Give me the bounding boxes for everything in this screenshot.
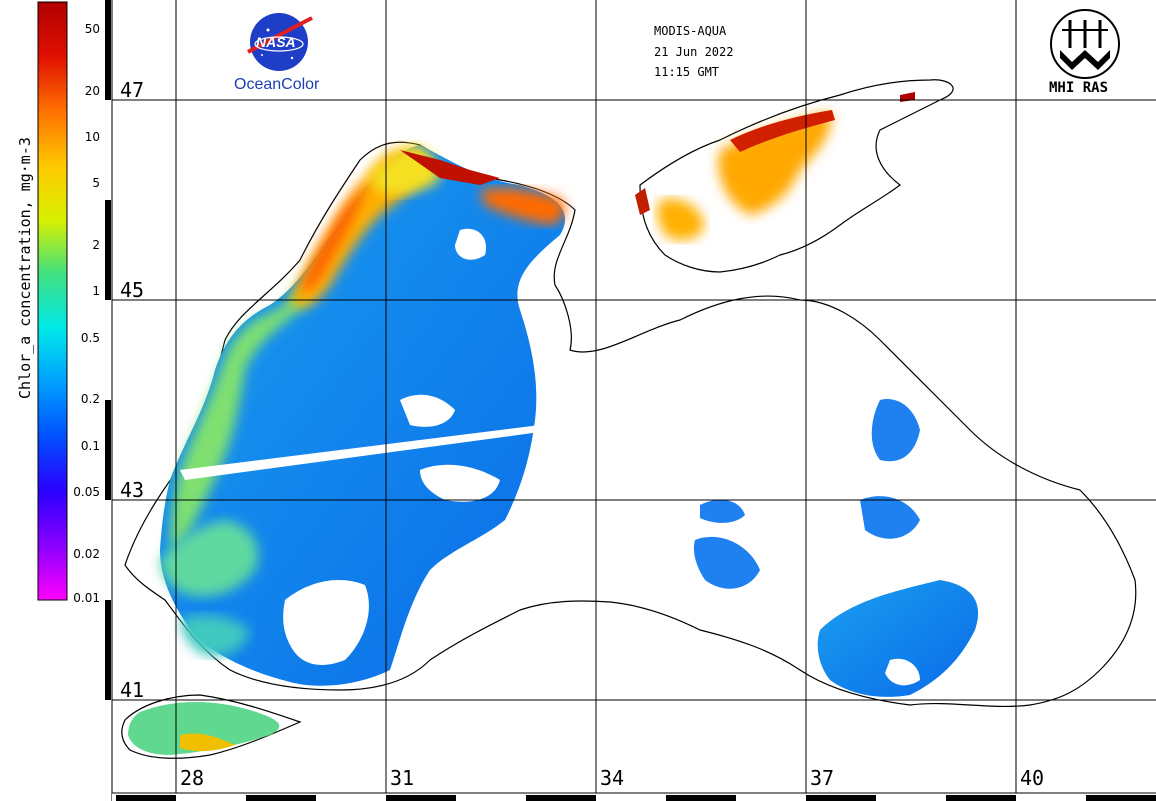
colorbar-tick-10: 0.02 [73,546,100,561]
oceancolor-label: OceanColor [234,76,320,93]
lat-label-47: 47 [120,78,145,102]
time-label: 11:15 GMT [654,65,720,79]
date-label: 21 Jun 2022 [654,45,734,59]
colorbar-tick-5: 1 [92,284,100,299]
mhi-ras-label: MHI RAS [1049,80,1109,96]
colorbar-tick-8: 0.1 [80,438,100,453]
chlorophyll-field-marmara [128,701,280,755]
nasa-logo-text: NASA [256,34,296,50]
lon-label-40: 40 [1020,766,1045,790]
lat-label-41: 41 [120,678,145,702]
graticule [112,0,1156,793]
colorbar-tick-6: 0.5 [80,330,100,345]
colorbar-tick-11: 0.01 [73,591,100,605]
colorbar [37,1,68,601]
colorbar-tick-4: 2 [92,237,100,252]
chlorophyll-field-east [693,399,979,697]
nasa-logo [247,13,313,71]
colorbar-tick-3: 5 [92,176,100,191]
lat-label-43: 43 [120,478,145,502]
lat-label-45: 45 [120,278,145,302]
colorbar-tick-9: 0.05 [73,485,100,500]
bottom-ruler [112,792,1156,801]
left-ruler-ticks [105,0,111,700]
chlorophyll-field-west [160,145,566,686]
lon-label-28: 28 [180,766,205,790]
colorbar-tick-2: 10 [84,130,100,145]
chlorophyll-field-azov [635,92,915,241]
lon-label-34: 34 [600,766,625,790]
colorbar-tick-1: 20 [84,83,100,98]
colorbar-tick-0: 50 [84,22,100,37]
colorbar-title: Chlor_a concentration, mg·m-3 [16,137,34,399]
lon-label-31: 31 [390,766,415,790]
sensor-label: MODIS-AQUA [654,24,727,38]
colorbar-tick-7: 0.2 [80,392,100,407]
mhi-logo [1050,9,1120,79]
lon-label-37: 37 [810,766,835,790]
